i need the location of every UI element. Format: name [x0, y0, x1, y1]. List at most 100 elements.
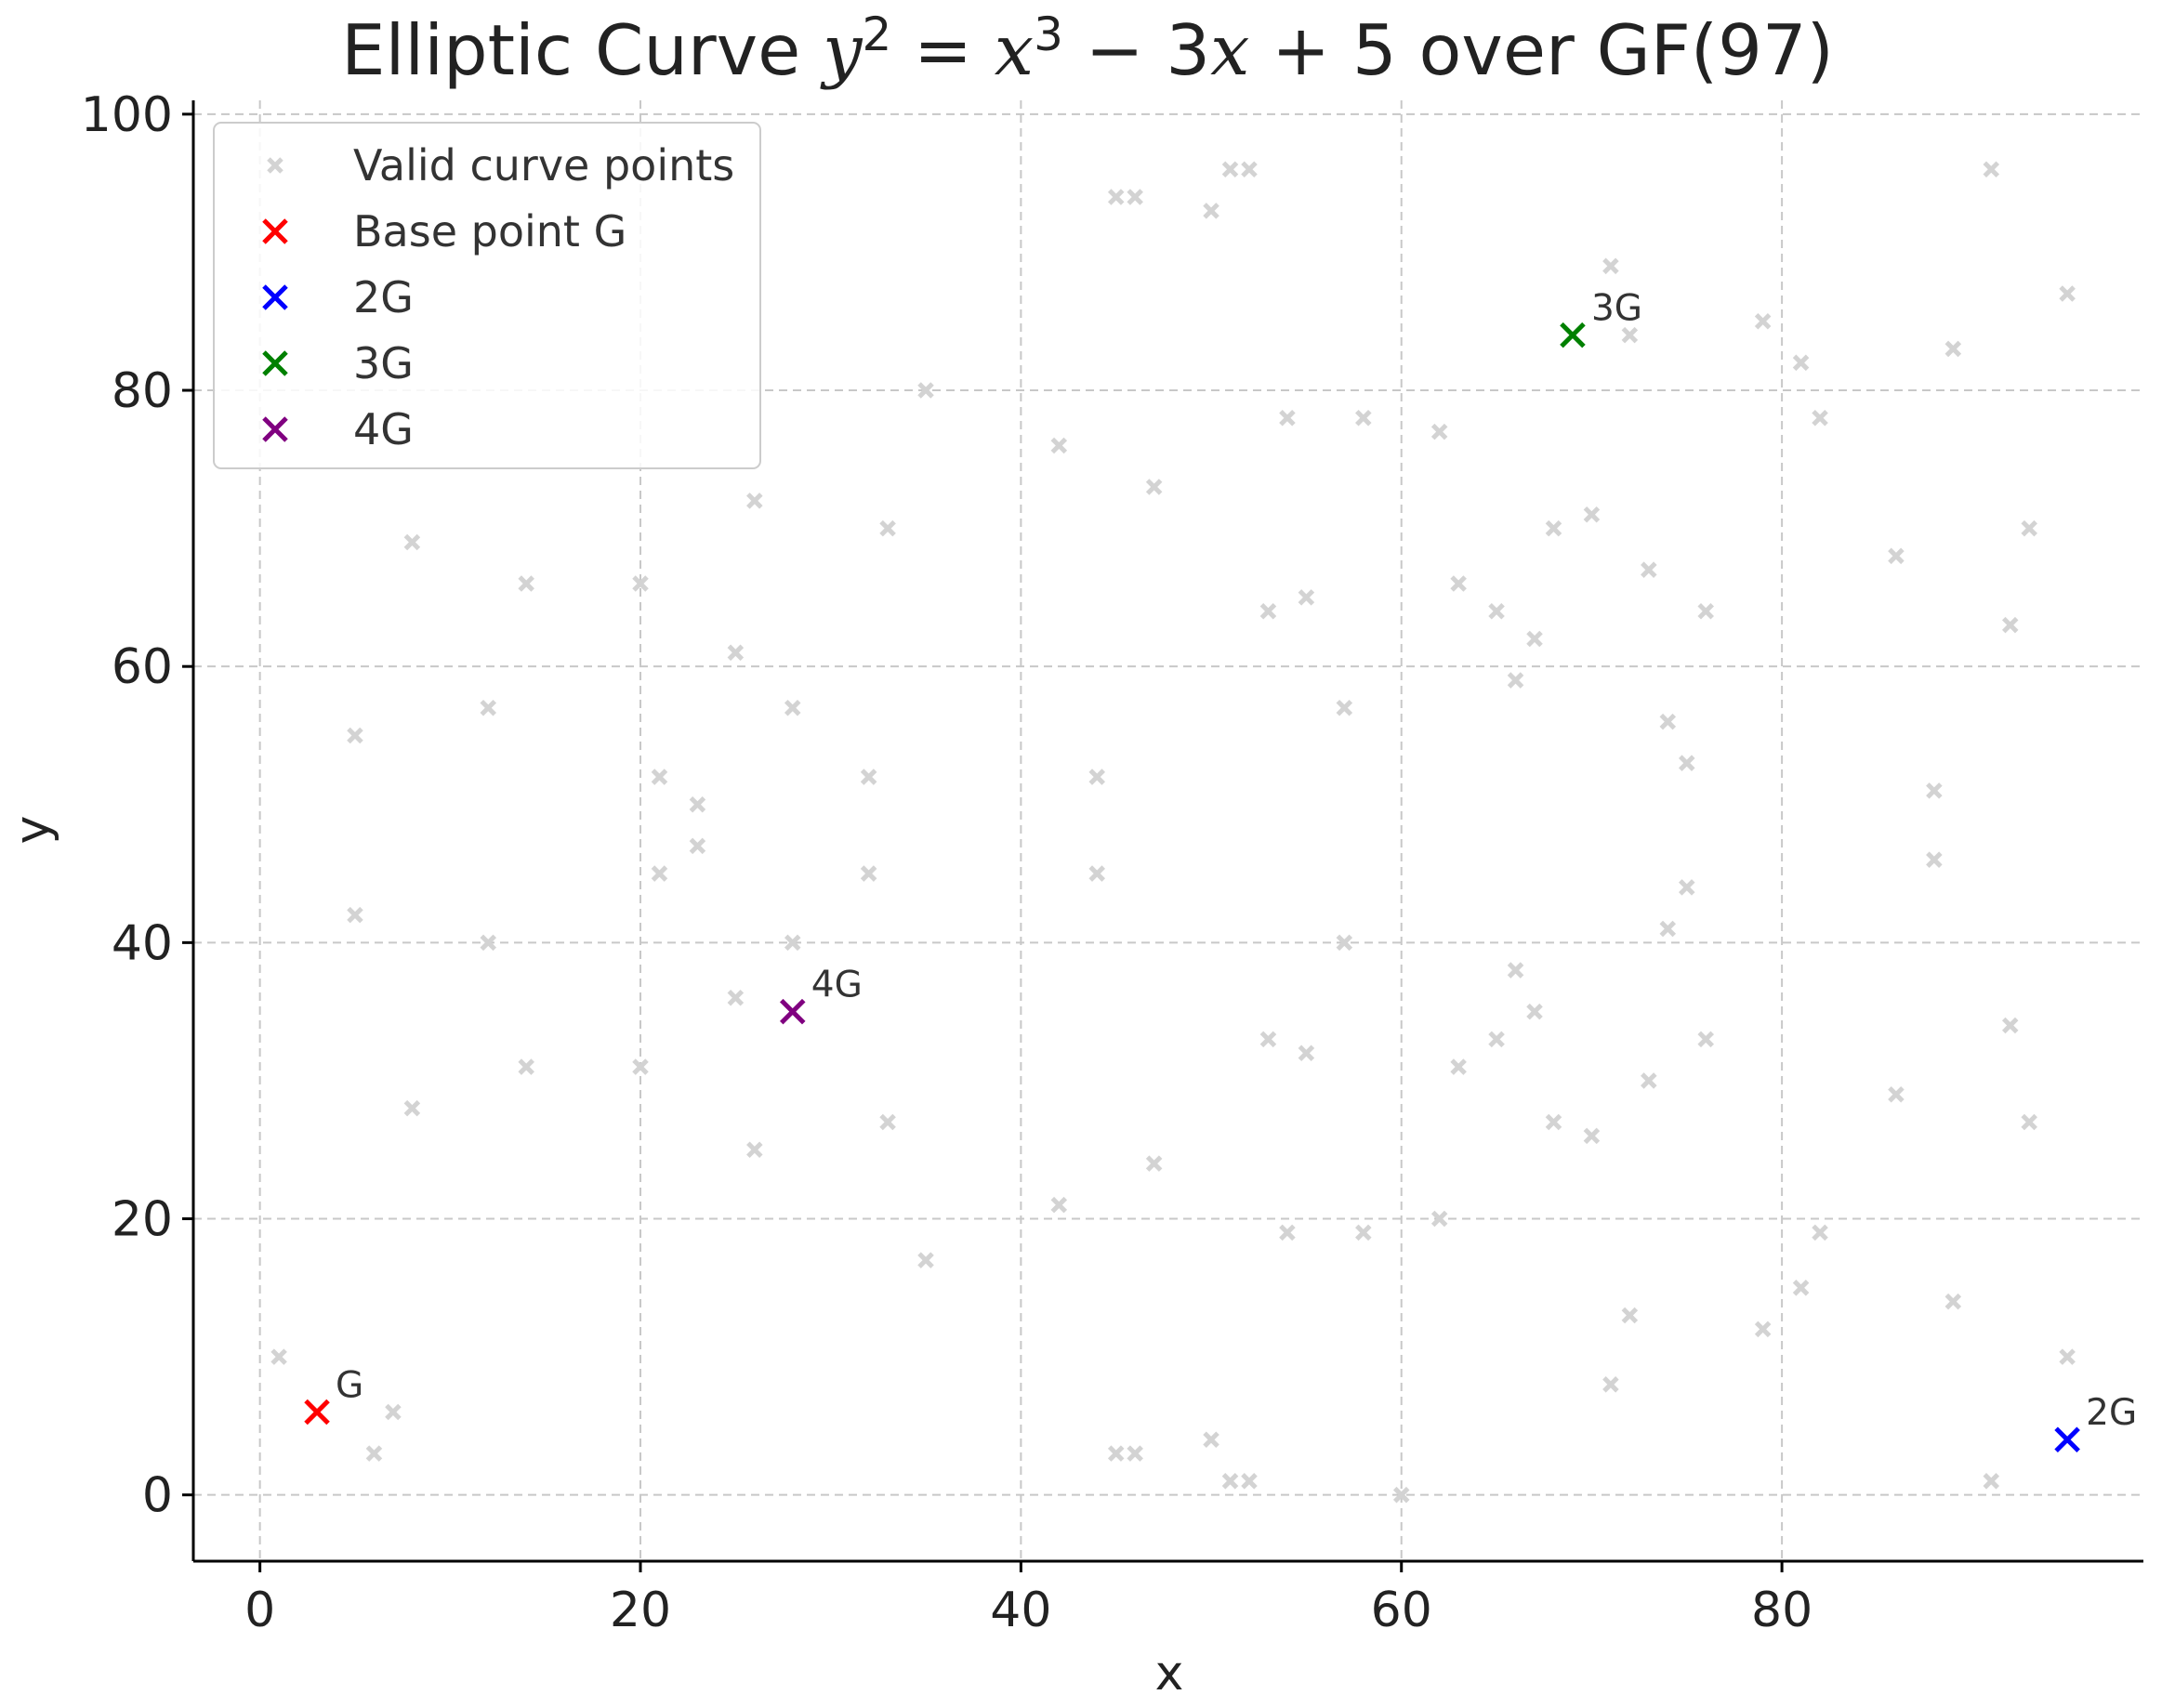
curve-point	[1488, 602, 1505, 620]
curve-point	[1983, 161, 2000, 178]
curve-point	[1088, 865, 1106, 882]
curve-point	[879, 1113, 896, 1131]
point-label: G	[336, 1365, 363, 1407]
curve-point	[2059, 1348, 2076, 1365]
legend-marker	[262, 218, 288, 244]
curve-point	[2001, 1017, 2019, 1034]
curve-point	[1203, 1431, 1219, 1449]
curve-point	[632, 575, 649, 592]
curve-point	[1050, 437, 1068, 454]
curve-point	[727, 644, 745, 662]
legend-marker	[262, 284, 288, 310]
legend-label: 4G	[353, 404, 414, 454]
curve-point	[1127, 189, 1143, 205]
x-tick-label: 40	[990, 1583, 1051, 1638]
chart-title: Elliptic Curve y2 = x3 − 3x + 5 over GF(…	[341, 7, 1834, 91]
curve-point	[1621, 1307, 1639, 1324]
curve-point	[1488, 1031, 1505, 1048]
x-tick-label: 0	[244, 1583, 275, 1638]
title-part: y	[820, 9, 863, 91]
curve-point	[1298, 1045, 1315, 1061]
y-tick-label: 0	[142, 1468, 173, 1524]
curve-point	[917, 1252, 934, 1268]
curve-point	[1602, 257, 1619, 275]
curve-point	[403, 533, 421, 551]
legend-box	[213, 122, 761, 469]
curve-point	[1602, 1376, 1619, 1393]
curve-point	[1792, 1280, 1810, 1296]
curve-point	[917, 382, 934, 399]
title-part: 3	[1034, 7, 1063, 61]
curve-point	[860, 769, 877, 785]
chart-title-text: Elliptic Curve y2 = x3 − 3x + 5 over GF(…	[341, 7, 1834, 91]
legend-label: Base point G	[353, 206, 626, 256]
curve-point	[1221, 1473, 1239, 1490]
curve-point	[746, 1141, 763, 1158]
curve-point	[1678, 879, 1695, 896]
curve-point	[2059, 285, 2076, 302]
ticks-layer: 0 20 40 60 80 0 20 40 60 80 100	[81, 87, 1812, 1638]
point-label: 3G	[1591, 288, 1642, 330]
curve-point	[1659, 920, 1677, 938]
curve-point	[1983, 1473, 2000, 1490]
x-axis-label: x	[1155, 1646, 1184, 1701]
curve-point	[1259, 602, 1277, 620]
curve-point	[1944, 340, 1962, 358]
curve-point	[1888, 1086, 1905, 1103]
points-layer: G 2G 3G 4G	[270, 161, 2137, 1504]
x-tick-label: 20	[610, 1583, 671, 1638]
curve-point	[1792, 354, 1810, 372]
curve-point	[1088, 769, 1106, 785]
curve-point	[1241, 161, 1258, 178]
curve-point	[1298, 589, 1315, 606]
curve-point	[2021, 1113, 2037, 1131]
axes-layer	[191, 100, 2143, 1563]
curve-point	[385, 1403, 402, 1421]
curve-point	[270, 1348, 287, 1365]
curve-point	[2001, 616, 2019, 634]
curve-point	[347, 727, 363, 744]
curve-point	[1050, 1196, 1068, 1214]
title-part: 2	[862, 7, 891, 61]
y-tick-label: 20	[112, 1192, 173, 1248]
curve-point	[784, 699, 801, 716]
curve-point	[1336, 699, 1353, 716]
curve-point	[1812, 1224, 1828, 1242]
title-part: =	[891, 9, 995, 91]
curve-point	[1545, 519, 1562, 537]
title-part: x	[995, 9, 1034, 91]
y-tick-label: 100	[81, 87, 173, 143]
curve-point	[1127, 1445, 1143, 1462]
curve-point	[480, 699, 497, 716]
curve-point	[1926, 782, 1943, 799]
curve-point	[1145, 479, 1163, 495]
curve-point	[1279, 1224, 1296, 1242]
curve-point	[1355, 409, 1372, 427]
title-part: + 5 over GF(97)	[1249, 9, 1833, 91]
curve-point	[1279, 409, 1296, 427]
curve-point	[1583, 506, 1601, 523]
curve-point	[727, 990, 745, 1006]
x-tick-label: 60	[1371, 1583, 1432, 1638]
curve-point	[1392, 1486, 1410, 1504]
curve-point	[651, 769, 668, 785]
curve-point	[347, 906, 363, 924]
y-tick-label: 60	[112, 639, 173, 695]
curve-point	[1545, 1113, 1562, 1131]
curve-point	[689, 837, 706, 855]
curve-point	[1507, 962, 1524, 979]
curve-point	[1241, 1473, 1258, 1490]
curve-point	[1697, 1031, 1714, 1048]
curve-point	[746, 493, 763, 509]
legend-marker	[262, 350, 288, 376]
y-tick-label: 40	[112, 915, 173, 971]
curve-point	[1430, 423, 1448, 440]
curve-point	[1888, 547, 1905, 565]
legend-label: 2G	[353, 272, 414, 322]
curve-point	[651, 865, 668, 882]
legend-label: Valid curve points	[353, 140, 734, 191]
curve-point	[1621, 326, 1639, 344]
curve-point	[1754, 1320, 1772, 1338]
y-axis-label: y	[5, 816, 60, 845]
curve-point	[784, 934, 801, 952]
